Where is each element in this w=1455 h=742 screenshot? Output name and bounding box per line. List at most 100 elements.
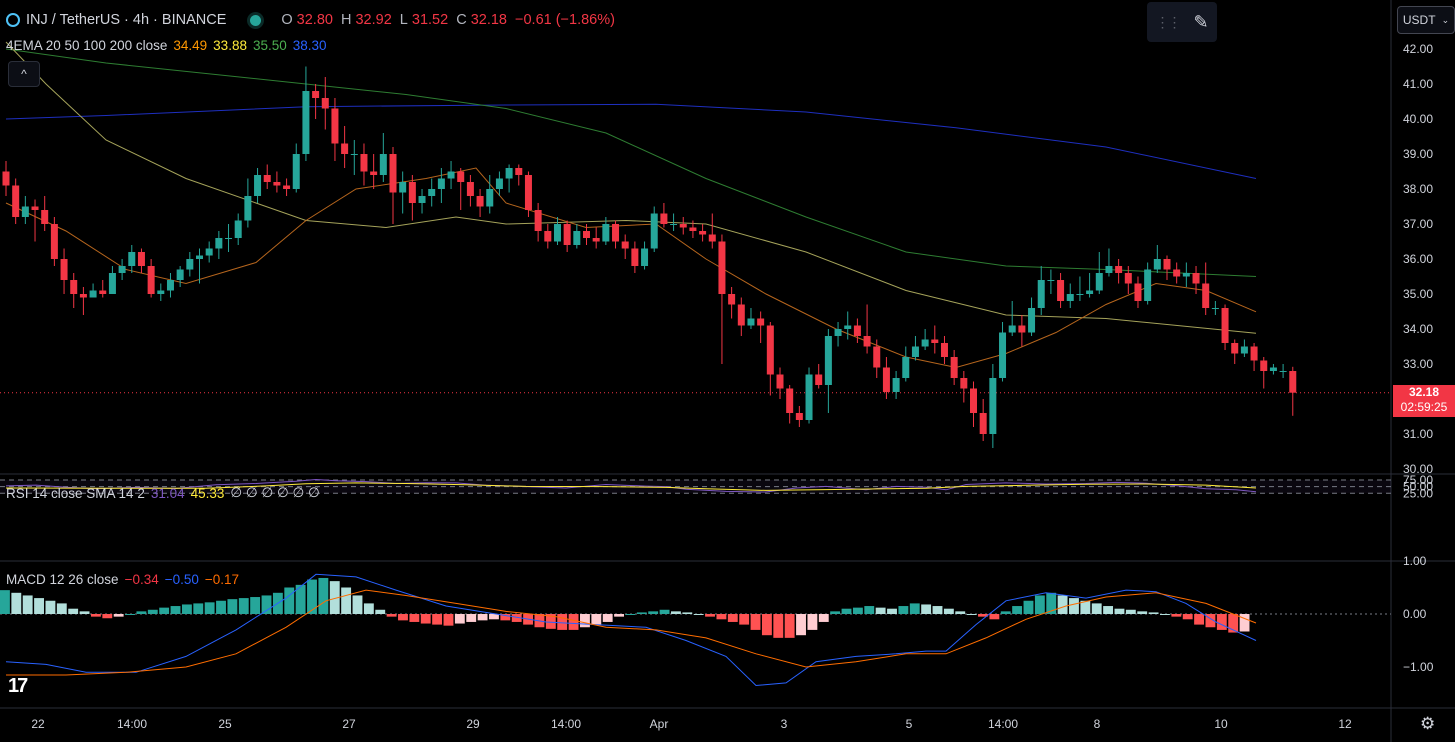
candle-body [428, 189, 436, 196]
macd-histogram-bar [125, 614, 135, 615]
macd-histogram-bar [580, 614, 590, 628]
price-tick-label: 37.00 [1403, 217, 1433, 231]
candle-body [1028, 308, 1036, 333]
macd-legend[interactable]: MACD 12 26 close −0.34 −0.50 −0.17 [6, 572, 239, 587]
candle-body [1057, 280, 1065, 301]
macd-histogram-bar [363, 603, 374, 614]
macd-histogram-bar [659, 609, 670, 614]
macd-histogram-bar [693, 614, 704, 615]
symbol-title[interactable]: INJ / TetherUS · 4h · BINANCE [26, 12, 227, 28]
time-tick-label: 14:00 [551, 717, 581, 731]
candle-body [505, 168, 513, 179]
macd-histogram-bar [1194, 614, 1205, 625]
macd-histogram-bar [739, 614, 750, 625]
candle-body [1115, 266, 1123, 273]
candle-body [1018, 325, 1026, 333]
drawing-toolbar[interactable]: ⋮⋮ ✎ [1147, 2, 1217, 42]
candle-body [882, 367, 890, 392]
macd-histogram-bar [1091, 603, 1102, 614]
ema50-value: 33.88 [213, 38, 247, 53]
macd-histogram-bar [11, 592, 22, 614]
candle-body [99, 290, 107, 294]
time-tick-label: 14:00 [988, 717, 1018, 731]
symbol-logo-icon[interactable] [6, 13, 20, 27]
macd-histogram-bar [1148, 612, 1159, 614]
candle-body [12, 185, 20, 217]
price-tick-label: 31.00 [1403, 427, 1433, 441]
macd-histogram-bar [443, 614, 454, 626]
macd-histogram-bar [1171, 614, 1182, 617]
tradingview-logo-icon[interactable]: 17 [8, 675, 28, 697]
candle-body [1289, 371, 1297, 393]
candle-body [1153, 259, 1161, 270]
candle-body [408, 182, 416, 203]
candle-body [234, 220, 242, 238]
candle-body [728, 294, 736, 305]
macd-histogram-bar [955, 611, 966, 614]
ema-legend[interactable]: 4EMA 20 50 100 200 close 34.49 33.88 35.… [6, 38, 327, 53]
macd-histogram-bar [978, 614, 988, 617]
candle-body [573, 231, 581, 245]
macd-histogram-bar [432, 614, 443, 625]
candle-body [1008, 325, 1016, 333]
brush-icon[interactable]: ✎ [1193, 11, 1209, 32]
candle-body [379, 154, 387, 175]
macd-histogram-bar [648, 611, 659, 614]
macd-histogram-bar [909, 603, 920, 614]
candle-body [844, 325, 852, 329]
macd-signal-value: −0.17 [204, 572, 240, 587]
candle-body [960, 378, 968, 389]
candle-body [2, 171, 10, 186]
macd-histogram-bar [1160, 614, 1170, 615]
macd-histogram-bar [932, 606, 943, 614]
candle-body [940, 343, 948, 357]
time-tick-label: 3 [781, 717, 788, 731]
macd-histogram-bar [557, 614, 568, 630]
time-tick-label: 27 [342, 717, 356, 731]
rsi-tick-label: 25.00 [1403, 486, 1433, 500]
candle-body [815, 374, 823, 385]
price-tick-label: 30.00 [1403, 462, 1433, 476]
candle-body [612, 224, 620, 242]
candle-body [486, 189, 494, 207]
candle-body [689, 227, 697, 231]
last-price-value: 32.18 [1408, 385, 1440, 399]
macd-histogram-bar [352, 595, 363, 614]
ema100-value: 35.50 [252, 38, 287, 53]
candle-body [1202, 283, 1210, 308]
macd-histogram-bar [875, 607, 886, 614]
candle-body [641, 248, 649, 266]
candle-body [970, 388, 977, 413]
candle-body [389, 154, 397, 193]
candle-body [524, 175, 532, 210]
macd-tick-label: −1.00 [1403, 660, 1434, 674]
macd-histogram-bar [341, 587, 352, 614]
rsi-legend-name: RSI 14 close SMA 14 2 [6, 485, 145, 501]
macd-histogram-bar [1182, 614, 1193, 620]
macd-histogram-bar [750, 614, 761, 630]
candle-body [660, 213, 668, 224]
collapse-legend-button[interactable]: ^ [8, 61, 40, 87]
candle-body [747, 318, 755, 326]
candle-body [563, 224, 571, 245]
drag-handle-icon[interactable]: ⋮⋮ [1155, 13, 1181, 30]
macd-histogram-bar [1012, 606, 1023, 614]
candle-body [205, 248, 213, 256]
ema100-line [5, 48, 1257, 277]
candle-body [41, 210, 49, 224]
candle-body [931, 339, 939, 343]
candle-body [273, 182, 281, 186]
gear-icon[interactable]: ⚙ [1420, 714, 1436, 733]
candle-body [805, 374, 813, 420]
candle-body [263, 175, 271, 182]
macd-histogram-bar [113, 614, 124, 617]
candle-body [399, 182, 407, 193]
macd-histogram-bar [318, 577, 329, 614]
candle-body [225, 238, 233, 239]
rsi-legend[interactable]: RSI 14 close SMA 14 2 31.04 45.33 ∅ ∅ ∅ … [6, 485, 320, 501]
time-tick-label: 10 [1214, 717, 1228, 731]
currency-button[interactable]: USDT ⌄ [1397, 6, 1455, 34]
candle-body [176, 269, 184, 280]
candle-body [196, 255, 203, 259]
